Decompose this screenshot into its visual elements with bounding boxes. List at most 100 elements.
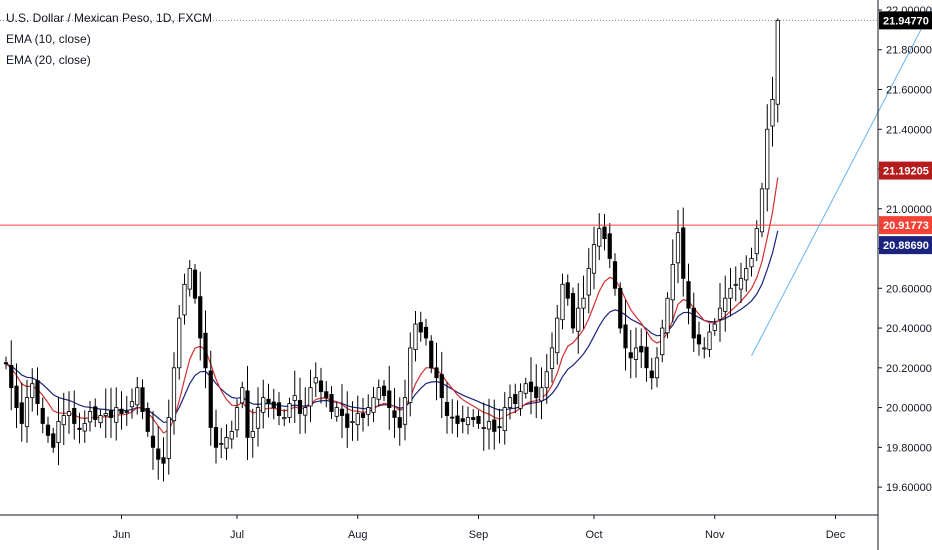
candle: [14, 363, 19, 428]
x-tick-label: Sep: [469, 529, 489, 541]
candle: [219, 427, 224, 459]
candle: [654, 347, 660, 388]
candle: [140, 379, 145, 420]
candle-body-up: [660, 327, 665, 356]
candle: [198, 271, 203, 361]
candle: [161, 437, 166, 482]
candle: [397, 397, 402, 446]
candle: [418, 311, 423, 342]
candle-body-down: [476, 415, 481, 424]
candle-body-up: [654, 357, 660, 379]
candle: [481, 402, 486, 451]
candle: [602, 213, 607, 251]
candle: [434, 342, 439, 401]
candle: [591, 226, 597, 290]
candle: [539, 367, 544, 420]
candle-body-up: [303, 407, 308, 416]
candle-body-up: [366, 407, 371, 415]
candle: [429, 335, 434, 374]
candle: [565, 274, 570, 306]
candle: [150, 411, 156, 470]
candle-body-up: [135, 387, 140, 406]
candle-body-up: [549, 347, 555, 370]
candle: [276, 392, 282, 426]
candle-body-up: [591, 244, 597, 274]
candle: [607, 223, 612, 269]
candle-body-down: [618, 287, 623, 329]
trendline[interactable]: [751, 2, 932, 357]
candle-body-up: [754, 228, 759, 255]
legend-ema10[interactable]: EMA (10, close): [6, 32, 91, 46]
candle-body-up: [555, 317, 560, 354]
price-tag-label: 21.19205: [883, 166, 929, 178]
candle-body-up: [166, 417, 171, 459]
x-tick-label: Aug: [348, 529, 368, 541]
price-axis[interactable]: 22.0000021.8000021.6000021.4000021.20000…: [877, 0, 932, 550]
candle-body-down: [77, 427, 82, 430]
candle-body-down: [686, 281, 691, 309]
candle-body-up: [66, 411, 72, 416]
candle-body-down: [439, 374, 444, 399]
y-tick-label: 20.40000: [886, 323, 932, 335]
candle-body-up: [717, 307, 723, 320]
candle: [250, 408, 255, 458]
candle-body-down: [534, 386, 539, 399]
candle-body-down: [360, 413, 366, 418]
candle: [759, 182, 765, 238]
candle-body-up: [738, 277, 744, 290]
candle-body-up: [171, 367, 177, 422]
candle: [229, 420, 234, 449]
candle-body-down: [639, 345, 644, 353]
candle: [770, 76, 775, 147]
candle: [644, 331, 649, 382]
candle: [712, 318, 717, 336]
candle: [213, 409, 219, 464]
candle-body-up: [219, 442, 224, 445]
candle: [754, 220, 759, 262]
candle-body-up: [744, 268, 749, 281]
candle-body-up: [234, 407, 240, 431]
candle: [618, 282, 623, 334]
candle-body-down: [192, 269, 198, 299]
candle-body-down: [35, 380, 40, 405]
candle-body-up: [87, 411, 93, 423]
candle-body-up: [177, 317, 182, 369]
candle-body-up: [30, 383, 35, 399]
candle: [387, 365, 392, 431]
candle-body-up: [581, 297, 586, 309]
candle-body-down: [381, 385, 387, 397]
y-tick-label: 21.00000: [886, 204, 932, 216]
candle-body-down: [72, 407, 77, 424]
candle: [507, 384, 513, 420]
candle-body-down: [51, 433, 56, 448]
candle-body-up: [576, 307, 581, 332]
candle: [381, 380, 387, 402]
candle-body-down: [612, 261, 618, 289]
candle: [114, 387, 119, 441]
candle: [523, 377, 528, 399]
candle: [30, 368, 35, 412]
candle: [313, 362, 318, 397]
price-tag-bg: [879, 11, 932, 30]
candle-body-down: [387, 390, 392, 408]
candle: [733, 266, 738, 302]
candle-body-up: [240, 387, 245, 404]
y-tick-label: 20.00000: [886, 403, 932, 415]
legend-symbol[interactable]: U.S. Dollar / Mexican Peso, 1D, FXCM: [6, 11, 213, 25]
candle: [670, 239, 675, 323]
candle-body-up: [129, 401, 135, 408]
candle-body-up: [670, 264, 675, 301]
candle-body-down: [681, 227, 686, 279]
candle: [402, 379, 408, 441]
candle-body-down: [119, 408, 124, 414]
candle: [292, 370, 297, 423]
y-tick-label: 19.60000: [886, 482, 932, 494]
candle-body-up: [707, 331, 712, 350]
candle: [728, 268, 733, 317]
candle: [471, 409, 476, 428]
legend-ema20[interactable]: EMA (20, close): [6, 53, 91, 67]
time-axis[interactable]: Jun Jul Aug Sep Oct Nov Dec: [0, 514, 878, 541]
price-tag-bg: [879, 216, 932, 235]
candle-body-up: [775, 19, 780, 105]
candle: [334, 401, 339, 422]
